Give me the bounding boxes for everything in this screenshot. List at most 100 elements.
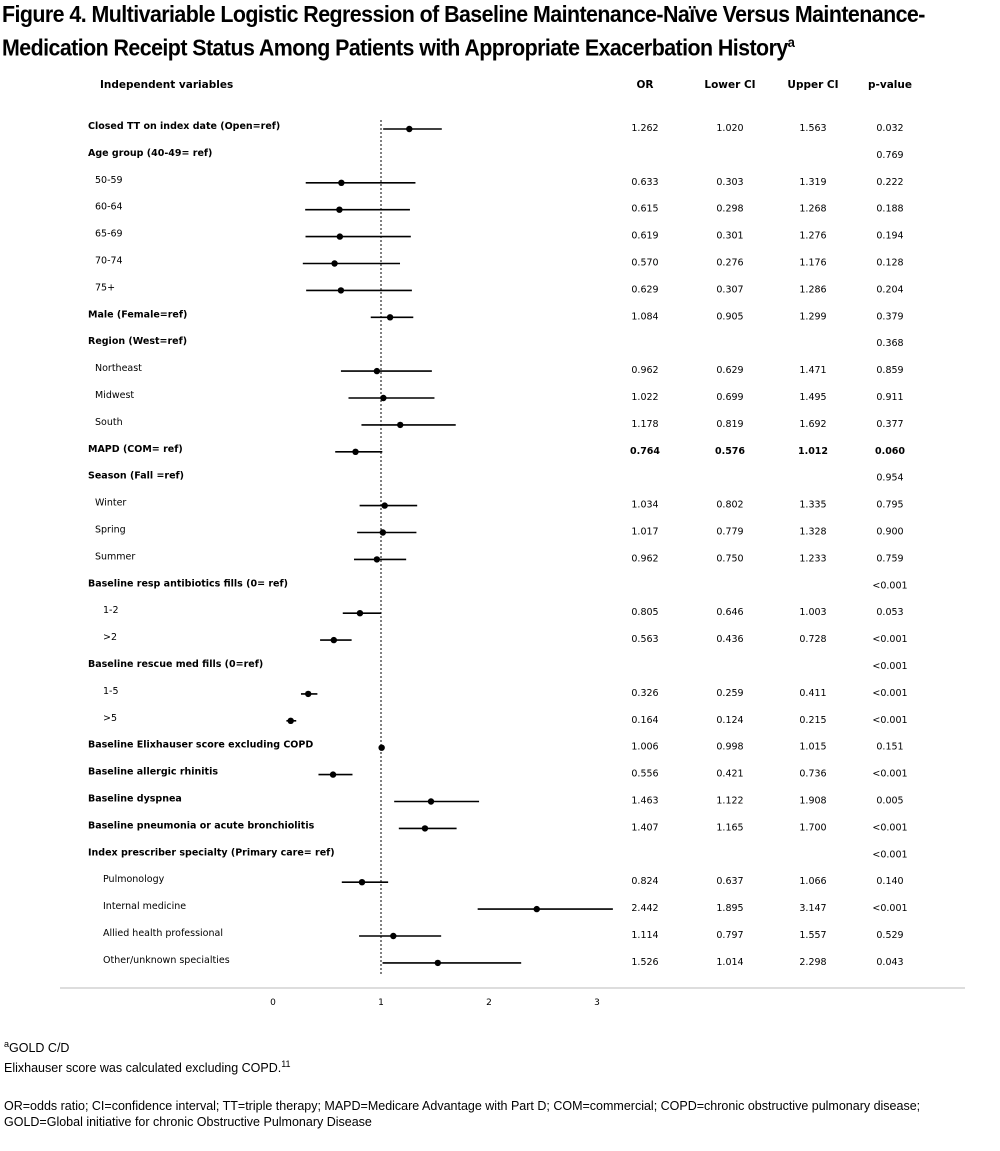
lower-ci-value: 0.298: [716, 204, 743, 215]
p-value: 0.529: [876, 930, 903, 941]
upper-ci-value: 0.736: [799, 769, 826, 780]
p-value: <0.001: [872, 822, 907, 833]
lower-ci-value: 0.307: [716, 284, 743, 295]
or-value: 1.017: [631, 527, 658, 538]
column-header-upper-ci: Upper CI: [787, 79, 838, 91]
x-tick-label: 1: [378, 998, 384, 1008]
or-value: 0.633: [631, 177, 658, 188]
row-label: Index prescriber specialty (Primary care…: [88, 847, 335, 858]
lower-ci-value: 0.303: [716, 177, 743, 188]
p-value: <0.001: [872, 769, 907, 780]
or-point: [356, 610, 364, 617]
x-tick-label: 3: [594, 998, 600, 1008]
or-value: 1.084: [631, 311, 658, 322]
p-value: 0.900: [876, 527, 903, 538]
footnote-a-marker: a: [4, 1039, 10, 1049]
row-label: MAPD (COM= ref): [88, 444, 183, 455]
or-point: [373, 556, 381, 563]
row-label: Region (West=ref): [88, 336, 187, 347]
upper-ci-value: 1.319: [799, 177, 826, 188]
or-point: [427, 798, 435, 805]
p-value: 0.005: [876, 796, 903, 807]
or-value: 0.563: [631, 634, 658, 645]
p-value: <0.001: [872, 903, 907, 914]
upper-ci-value: 1.015: [799, 742, 826, 753]
or-point: [305, 690, 312, 698]
p-value: 0.769: [876, 150, 903, 161]
p-value: 0.140: [876, 876, 903, 887]
p-value: <0.001: [872, 715, 907, 726]
p-value: 0.128: [876, 258, 903, 269]
lower-ci-value: 0.699: [716, 392, 743, 403]
lower-ci-value: 0.629: [716, 365, 743, 376]
or-point: [406, 125, 413, 133]
lower-ci-value: 0.436: [716, 634, 743, 645]
p-value: 0.060: [875, 446, 905, 457]
row-label: Midwest: [95, 390, 134, 401]
or-value: 0.805: [631, 607, 658, 618]
or-value: 1.022: [631, 392, 658, 403]
row-label: 60-64: [95, 202, 123, 213]
lower-ci-value: 0.301: [716, 231, 743, 242]
or-value: 0.619: [631, 231, 658, 242]
or-value: 1.034: [631, 500, 658, 511]
row-label: Winter: [95, 498, 126, 509]
upper-ci-value: 0.411: [799, 688, 826, 699]
p-value: 0.859: [876, 365, 903, 376]
or-value: 1.526: [631, 957, 658, 968]
column-header-p-value: p-value: [868, 79, 912, 91]
figure-title-line-2: Medication Receipt Status Among Patients…: [2, 28, 928, 62]
upper-ci-value: 1.335: [799, 500, 826, 511]
or-value: 0.824: [631, 876, 658, 887]
lower-ci-value: 0.750: [716, 553, 743, 564]
row-label: Allied health professional: [103, 928, 223, 939]
or-value: 0.556: [631, 769, 658, 780]
row-label: Northeast: [95, 363, 142, 374]
row-label: 75+: [95, 282, 115, 293]
or-point: [287, 717, 294, 724]
row-label: Spring: [95, 525, 126, 536]
p-value: 0.194: [876, 231, 903, 242]
lower-ci-value: 0.259: [716, 688, 743, 699]
upper-ci-value: 0.215: [799, 715, 826, 726]
p-value: 0.911: [876, 392, 903, 403]
lower-ci-value: 1.020: [716, 123, 743, 134]
lower-ci-value: 0.998: [716, 742, 743, 753]
or-value: 0.326: [631, 688, 658, 699]
footnote-elixhauser-ref: 11: [281, 1059, 291, 1070]
or-point: [330, 636, 338, 644]
footnote-abbreviations: OR=odds ratio; CI=confidence interval; T…: [4, 1099, 921, 1130]
row-label: 1-5: [103, 686, 119, 697]
or-value: 1.407: [631, 822, 658, 833]
p-value: 0.151: [876, 742, 903, 753]
or-value: 1.262: [631, 123, 658, 134]
or-point: [337, 287, 345, 294]
row-label: South: [95, 417, 123, 428]
p-value: 0.379: [876, 311, 903, 322]
row-label: 50-59: [95, 175, 123, 186]
or-point: [336, 233, 344, 240]
p-value: 0.032: [876, 123, 903, 134]
or-value: 0.570: [631, 258, 658, 269]
p-value: 0.795: [876, 500, 903, 511]
or-value: 0.164: [631, 715, 658, 726]
p-value: 0.368: [876, 338, 903, 349]
footnote-a: aGOLD C/D: [4, 1036, 994, 1056]
or-point: [338, 179, 345, 186]
column-header-lower-ci: Lower CI: [704, 79, 755, 91]
upper-ci-value: 1.276: [799, 231, 826, 242]
row-label: Season (Fall =ref): [88, 471, 184, 482]
or-value: 1.178: [631, 419, 658, 430]
lower-ci-value: 0.124: [716, 715, 743, 726]
lower-ci-value: 1.165: [716, 822, 743, 833]
upper-ci-value: 3.147: [799, 903, 826, 914]
row-label: 65-69: [95, 229, 123, 240]
upper-ci-value: 1.268: [799, 204, 826, 215]
lower-ci-value: 0.802: [716, 500, 743, 511]
upper-ci-value: 1.908: [799, 796, 826, 807]
upper-ci-value: 1.299: [799, 311, 826, 322]
or-value: 0.764: [630, 446, 660, 457]
figure-title-line-1: Figure 4. Multivariable Logistic Regress…: [2, 1, 925, 27]
upper-ci-value: 0.728: [799, 634, 826, 645]
figure-title-footnote-marker: a: [787, 34, 795, 50]
